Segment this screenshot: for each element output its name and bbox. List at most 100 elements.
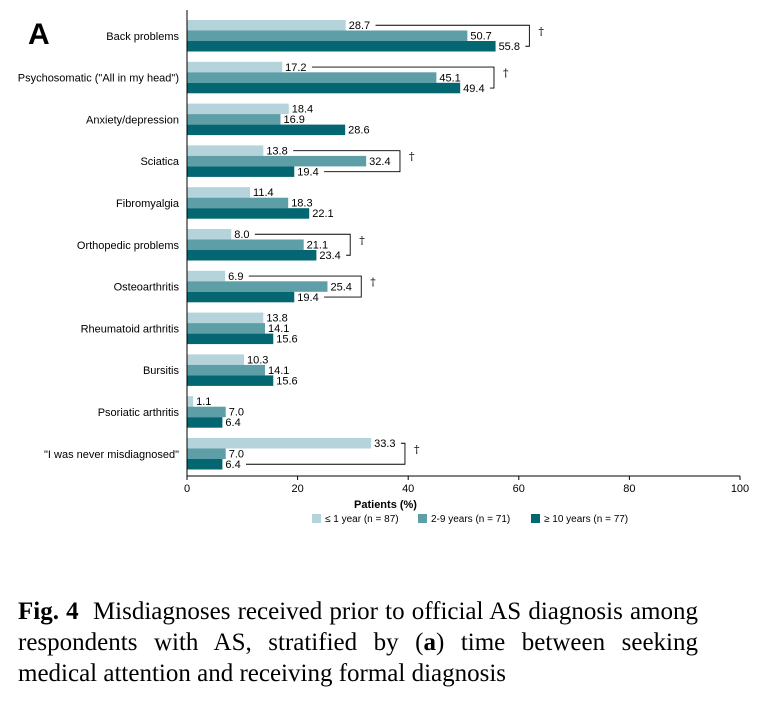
bar-value-label: 13.8: [266, 313, 287, 325]
bar-value-label: 11.4: [253, 187, 274, 199]
bar-y2to9: [187, 323, 265, 334]
x-axis: 0 20 40 60 80 100: [184, 10, 749, 495]
category-label: Back problems: [106, 31, 179, 43]
bar-le1: [187, 354, 244, 365]
bar-le1: [187, 103, 289, 115]
bar-value-label: 28.6: [348, 125, 369, 137]
category-label: Psychosomatic ("All in my head"): [18, 73, 179, 85]
bar-value-label: 6.4: [225, 417, 240, 429]
legend-label: ≥ 10 years (n = 77): [544, 514, 628, 525]
category-label: Anxiety/depression: [86, 114, 179, 126]
bar-y2to9: [187, 239, 304, 250]
bar-value-label: 8.0: [234, 229, 249, 241]
category-label: Fibromyalgia: [116, 198, 180, 210]
bar-le1: [187, 312, 264, 324]
bar-value-label: 16.9: [283, 114, 304, 126]
bar-le1: [187, 61, 283, 73]
significance-dagger: †: [503, 67, 509, 80]
category-label: Rheumatoid arthritis: [81, 323, 180, 335]
bar-y2to9: [187, 197, 289, 209]
bar-value-label: 15.6: [276, 334, 297, 346]
bar-le1: [187, 229, 232, 240]
bar-value-label: 7.0: [229, 407, 244, 419]
bar-ge10: [187, 41, 496, 52]
bar-y2to9: [187, 114, 281, 125]
x-tick-label: 40: [402, 483, 414, 495]
bar-value-label: 13.8: [266, 145, 287, 157]
bar-value-label: 49.4: [463, 83, 484, 95]
category-label: Sciatica: [140, 156, 179, 168]
significance-dagger: †: [359, 234, 365, 247]
bar-value-label: 1.1: [196, 396, 211, 408]
bar-ge10: [187, 459, 223, 470]
bar-value-label: 23.4: [319, 250, 340, 262]
significance-bracket: [311, 66, 495, 89]
panel-letter: A: [28, 18, 50, 51]
bar-value-label: 21.1: [307, 240, 328, 252]
figure-caption: Fig. 4 Misdiagnoses received prior to of…: [18, 596, 698, 689]
significance-brackets: † † † † † †: [245, 24, 544, 465]
bar-value-label: 25.4: [330, 281, 351, 293]
category-label: Psoriatic arthritis: [98, 407, 180, 419]
bar-value-label: 14.1: [268, 365, 289, 377]
x-tick-label: 60: [513, 483, 525, 495]
bar-le1: [187, 145, 264, 156]
bar-y2to9: [187, 155, 367, 167]
bar-value-label: 18.4: [292, 104, 313, 116]
bar-le1: [187, 187, 251, 198]
bar-value-label: 6.4: [225, 459, 240, 471]
bar-le1: [187, 396, 194, 407]
significance-dagger: †: [414, 443, 420, 456]
bar-ge10: [187, 375, 274, 386]
bar-ge10: [187, 124, 346, 136]
legend: ≤ 1 year (n = 87) 2-9 years (n = 71) ≥ 10 …: [312, 514, 628, 525]
category-label: "I was never misdiagnosed": [44, 449, 179, 461]
significance-bracket: [248, 275, 362, 298]
bar-value-label: 45.1: [439, 72, 460, 84]
bar-value-label: 32.4: [369, 156, 390, 168]
bar-ge10: [187, 166, 295, 177]
bar-value-label: 33.3: [374, 438, 395, 450]
x-tick-label: 20: [291, 483, 303, 495]
bar-value-label: 28.7: [349, 20, 370, 32]
bar-value-label: 55.8: [499, 41, 520, 53]
bar-y2to9: [187, 448, 226, 459]
bar-value-label: 19.4: [297, 292, 318, 304]
bar-value-label: 19.4: [297, 166, 318, 178]
bar-value-label: 22.1: [312, 208, 333, 220]
bar-y2to9: [187, 364, 265, 376]
figure-label: Fig. 4: [18, 598, 79, 625]
bars-layer: [187, 20, 496, 470]
caption-text-after: ) time between seeking medical attention…: [18, 629, 698, 687]
significance-bracket: [375, 24, 530, 47]
legend-swatch-ge10: [531, 514, 540, 523]
significance-dagger: †: [370, 276, 376, 289]
bar-ge10: [187, 417, 223, 428]
legend-swatch-y2to9: [418, 514, 427, 523]
bar-y2to9: [187, 406, 226, 418]
legend-label: 2-9 years (n = 71): [431, 514, 510, 525]
bar-ge10: [187, 82, 461, 94]
x-tick-label: 0: [184, 483, 190, 495]
bar-le1: [187, 20, 346, 31]
significance-bracket: [293, 150, 401, 173]
bar-le1: [187, 270, 226, 282]
x-tick-label: 100: [731, 483, 749, 495]
bar-value-label: 14.1: [268, 323, 289, 335]
labels-layer: Back problems 28.7 50.7 55.8 Psychosomatic (…: [18, 20, 520, 471]
bar-ge10: [187, 208, 310, 219]
x-axis-title: Patients (%): [354, 499, 417, 511]
legend-label: ≤ 1 year (n = 87): [325, 514, 399, 525]
bar-ge10: [187, 250, 317, 261]
legend-swatch-le1: [312, 514, 321, 523]
bar-ge10: [187, 291, 295, 303]
significance-dagger: †: [538, 25, 544, 38]
significance-dagger: †: [409, 150, 415, 163]
bar-value-label: 18.3: [291, 198, 312, 210]
bar-value-label: 17.2: [285, 62, 306, 74]
bar-le1: [187, 438, 372, 449]
misdiagnosis-bar-chart: A Back problems 28.7 50.7 55.8 Psychosomatic…: [18, 10, 749, 525]
bar-value-label: 10.3: [247, 354, 268, 366]
bar-y2to9: [187, 72, 437, 83]
bar-y2to9: [187, 281, 328, 292]
